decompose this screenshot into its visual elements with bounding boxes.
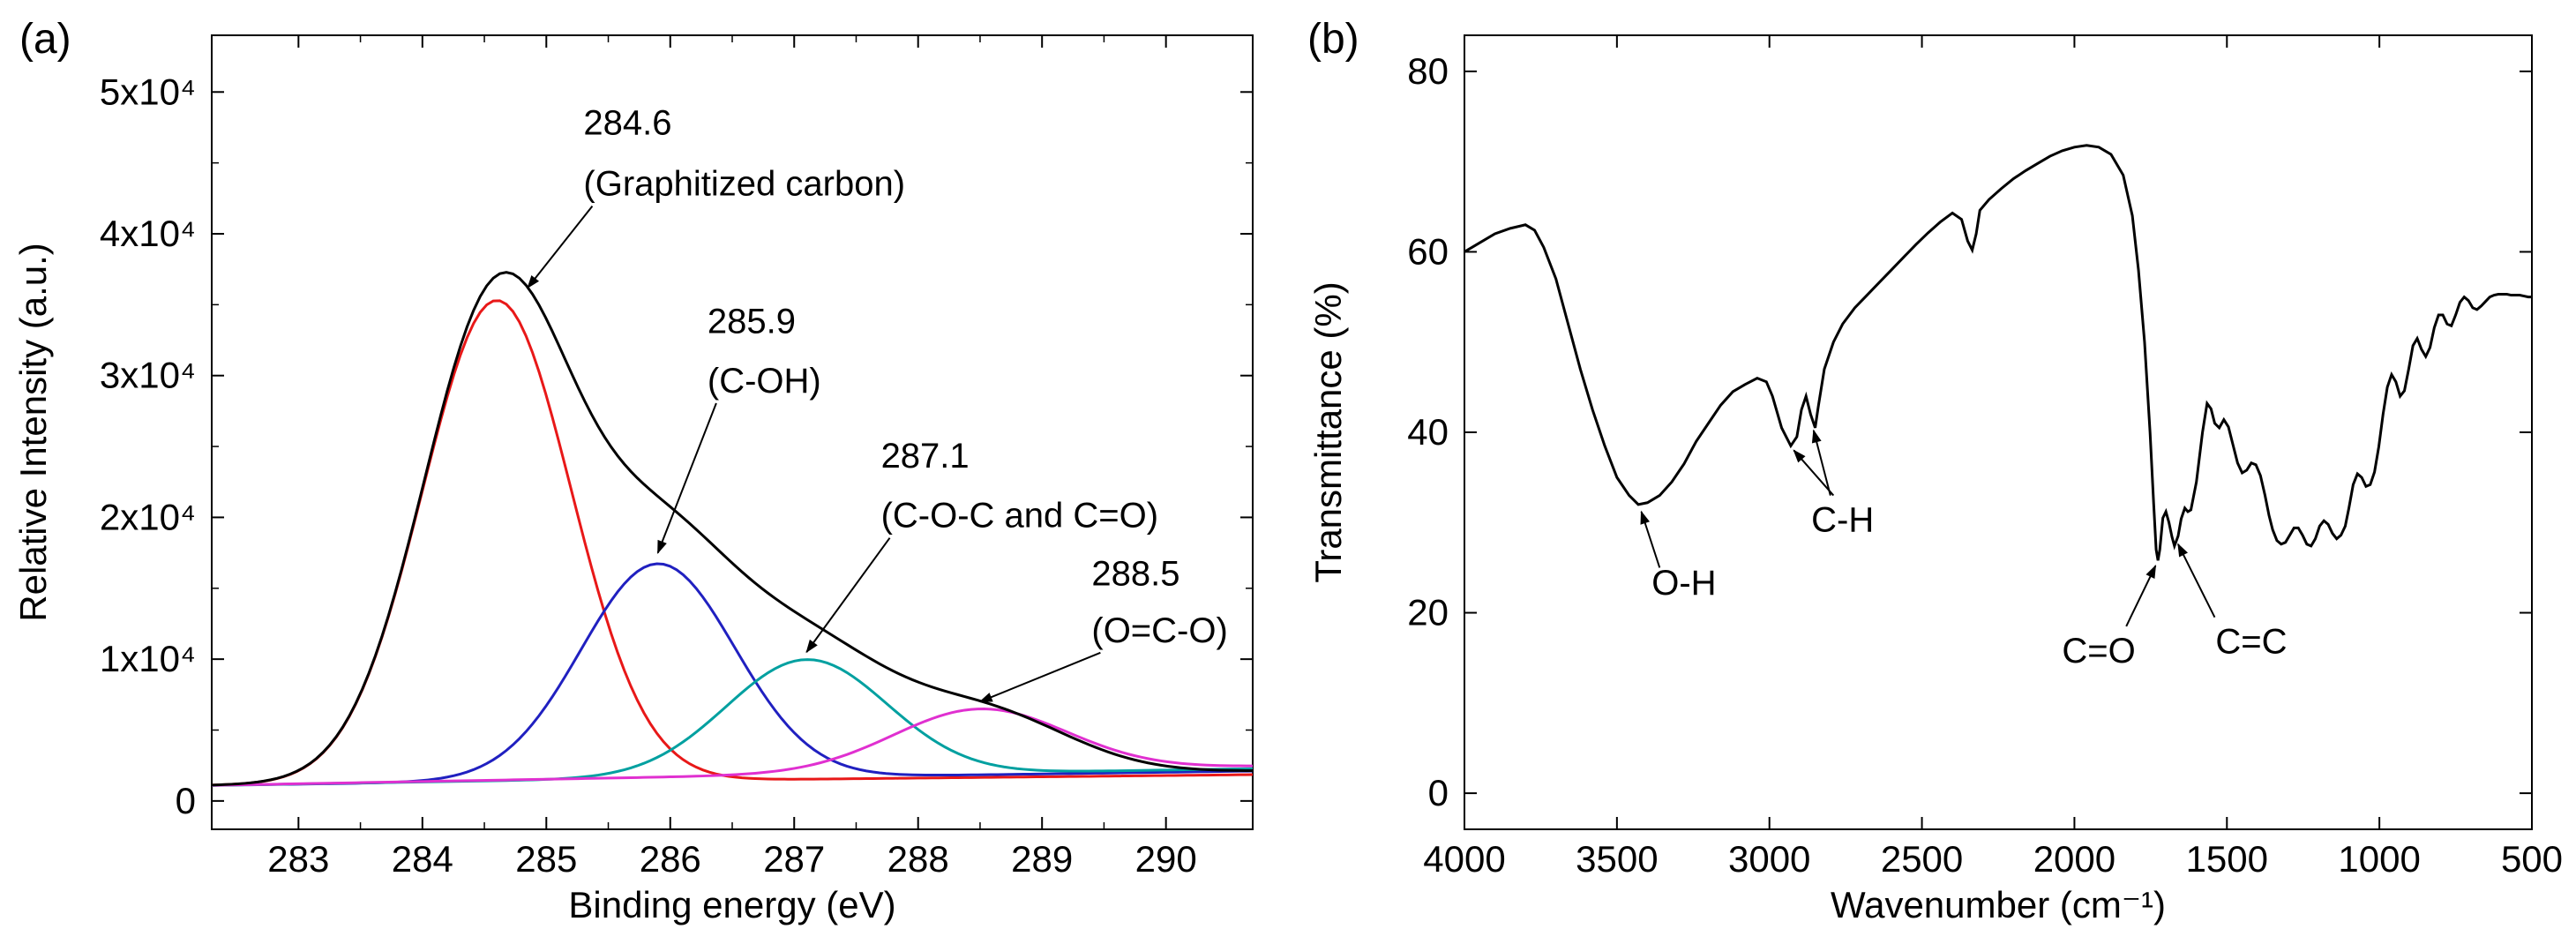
- peak-annotation: 287.1: [881, 437, 970, 476]
- x-tick-label: 2000: [2033, 838, 2115, 880]
- x-tick-label: 2500: [1881, 838, 1963, 880]
- x-tick-label: 284: [392, 838, 453, 880]
- x-tick-label: 283: [267, 838, 329, 880]
- panel-label-a: (a): [19, 16, 71, 63]
- panel-b-svg: 4000 3500 3000 2500 2000 1500 1000 500 0 20 40 60 80…: [1288, 0, 2576, 944]
- y-tick-label: 4x10⁴: [100, 213, 196, 254]
- y-tick-label: 1x10⁴: [100, 638, 196, 679]
- x-tick-label: 4000: [1423, 838, 1505, 880]
- x-axis-label: Binding energy (eV): [568, 884, 895, 925]
- y-tick-label: 3x10⁴: [100, 355, 196, 396]
- ftir-annotation: O-H: [1651, 564, 1716, 603]
- x-axis-label: Wavenumber (cm⁻¹): [1831, 884, 2166, 925]
- ftir-annotation: C-H: [1811, 501, 1874, 540]
- y-tick-label: 20: [1407, 592, 1449, 633]
- x-tick-label: 285: [515, 838, 577, 880]
- ftir-annotation: C=O: [2062, 632, 2135, 671]
- peak-annotation: (C-OH): [708, 362, 821, 401]
- y-axis-label: Transmittance (%): [1307, 281, 1349, 583]
- panel-a: 283 284 285 286 287 288 289 290 0 1x10⁴ 2x10⁴ 3x10⁴…: [0, 0, 1288, 944]
- x-tick-label: 290: [1135, 838, 1197, 880]
- ftir-annotation: C=C: [2215, 623, 2287, 662]
- y-axis-label: Relative Intensity (a.u.): [12, 243, 54, 622]
- peak-annotation: 288.5: [1091, 555, 1179, 594]
- x-tick-label: 1500: [2186, 838, 2268, 880]
- y-tick-label: 80: [1407, 50, 1449, 92]
- peak-annotation: (O=C-O): [1091, 611, 1227, 650]
- y-tick-label: 0: [176, 780, 196, 821]
- panel-label-b: (b): [1307, 16, 1359, 63]
- peak-annotation: 285.9: [708, 303, 796, 341]
- peak-annotation: 284.6: [583, 104, 671, 143]
- x-tick-label: 288: [887, 838, 949, 880]
- x-tick-label: 3000: [1728, 838, 1810, 880]
- panel-a-svg: 283 284 285 286 287 288 289 290 0 1x10⁴ 2x10⁴ 3x10⁴…: [0, 0, 1288, 944]
- y-tick-label: 40: [1407, 411, 1449, 453]
- x-tick-label: 287: [763, 838, 825, 880]
- y-tick-label: 5x10⁴: [100, 71, 196, 112]
- x-tick-label: 3500: [1576, 838, 1658, 880]
- panel-b: 4000 3500 3000 2500 2000 1500 1000 500 0 20 40 60 80…: [1288, 0, 2576, 944]
- peak-annotation: (Graphitized carbon): [583, 165, 905, 204]
- x-tick-label: 289: [1011, 838, 1073, 880]
- x-tick-label: 286: [640, 838, 701, 880]
- x-tick-label: 1000: [2338, 838, 2420, 880]
- y-tick-label: 0: [1428, 772, 1449, 813]
- y-tick-label: 60: [1407, 230, 1449, 272]
- peak-annotation: (C-O-C and C=O): [881, 497, 1159, 536]
- y-tick-label: 2x10⁴: [100, 496, 196, 537]
- x-tick-label: 500: [2501, 838, 2563, 880]
- figure-container: 283 284 285 286 287 288 289 290 0 1x10⁴ 2x10⁴ 3x10⁴…: [0, 0, 2576, 944]
